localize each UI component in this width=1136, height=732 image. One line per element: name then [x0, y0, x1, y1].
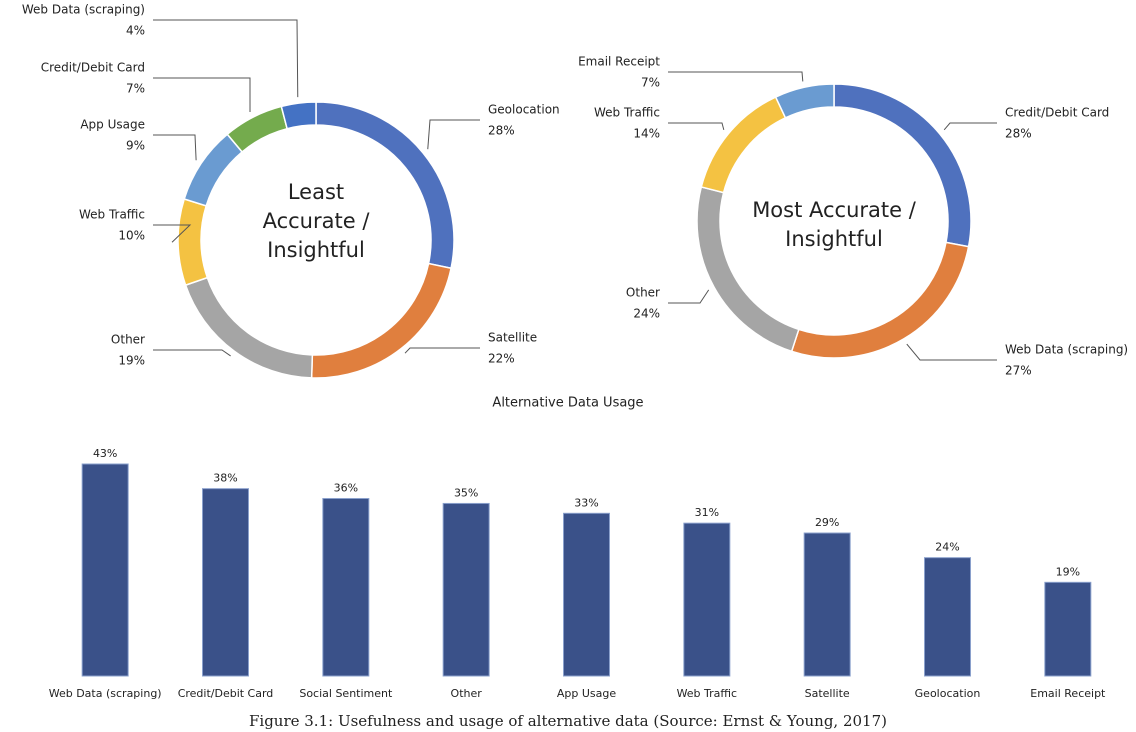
x-tick-label: Other [451, 687, 483, 700]
donut-slice [790, 241, 970, 359]
value-label: 38% [213, 472, 237, 485]
slice-label: Credit/Debit Card [1005, 106, 1109, 120]
slice-value-label: 10% [118, 229, 145, 243]
value-label: 33% [574, 496, 598, 509]
slice-label: Web Data (scraping) [22, 3, 145, 17]
bar [803, 532, 851, 677]
donut-slice [774, 83, 835, 119]
donut-title: Least Accurate / Insightful [262, 180, 370, 262]
slice-label: Other [626, 286, 660, 300]
value-label: 36% [334, 482, 358, 495]
donut-slice [183, 133, 244, 207]
bar [322, 498, 370, 677]
x-tick-label: Web Traffic [677, 687, 738, 700]
leader-line [153, 77, 251, 113]
bar [563, 512, 610, 677]
leader-line [943, 122, 997, 131]
leader-line [668, 289, 710, 304]
value-label: 31% [695, 506, 719, 519]
value-label: 24% [935, 541, 959, 554]
slice-value-label: 22% [488, 352, 515, 366]
donut-slice [700, 96, 787, 194]
slice-value-label: 19% [118, 354, 145, 368]
leader-line [153, 224, 192, 243]
x-tick-label: Email Receipt [1030, 687, 1106, 700]
slice-value-label: 9% [126, 139, 145, 153]
slice-value-label: 28% [488, 124, 515, 138]
value-label: 35% [454, 486, 478, 499]
donut-slice [226, 105, 289, 153]
bar [1044, 581, 1092, 677]
leader-line [153, 19, 299, 98]
leader-line [153, 349, 231, 357]
slice-label: Email Receipt [578, 55, 660, 69]
value-label: 43% [93, 447, 117, 460]
donut-title: Most Accurate / Insightful [752, 198, 916, 251]
x-tick-label: Geolocation [915, 687, 981, 700]
value-label: 29% [815, 516, 839, 529]
slice-value-label: 7% [126, 82, 145, 96]
slice-label: Web Data (scraping) [1005, 343, 1128, 357]
leader-line [153, 134, 197, 161]
bar [924, 557, 971, 677]
x-tick-label: Web Data (scraping) [49, 687, 162, 700]
value-label: 19% [1056, 565, 1080, 578]
donut-slice [310, 262, 452, 379]
slice-value-label: 4% [126, 24, 145, 38]
bar [442, 502, 490, 677]
donut-slice [280, 101, 317, 130]
slice-label: Geolocation [488, 103, 560, 117]
bar [81, 463, 129, 677]
donut-slice [177, 198, 209, 287]
bar [683, 522, 731, 677]
x-tick-label: Satellite [805, 687, 850, 700]
slice-value-label: 27% [1005, 364, 1032, 378]
leader-line [668, 122, 725, 130]
slice-label: App Usage [80, 118, 145, 132]
bar [202, 488, 249, 677]
slice-label: Credit/Debit Card [41, 61, 145, 75]
caption: Figure 3.1: Usefulness and usage of alte… [249, 712, 887, 730]
slice-label: Other [111, 333, 145, 347]
donut-slice [184, 276, 314, 379]
slice-label: Satellite [488, 331, 537, 345]
leader-line [427, 119, 480, 150]
x-tick-label: Credit/Debit Card [178, 687, 274, 700]
leader-line [906, 343, 997, 361]
x-tick-label: Social Sentiment [299, 687, 393, 700]
leader-line [404, 347, 480, 354]
chart-title: Alternative Data Usage [492, 396, 643, 411]
slice-label: Web Traffic [79, 208, 145, 222]
leader-line [668, 71, 804, 82]
slice-value-label: 14% [633, 127, 660, 141]
slice-value-label: 24% [633, 307, 660, 321]
slice-value-label: 28% [1005, 127, 1032, 141]
slice-label: Web Traffic [594, 106, 660, 120]
x-tick-label: App Usage [557, 687, 616, 700]
slice-value-label: 7% [641, 76, 660, 90]
